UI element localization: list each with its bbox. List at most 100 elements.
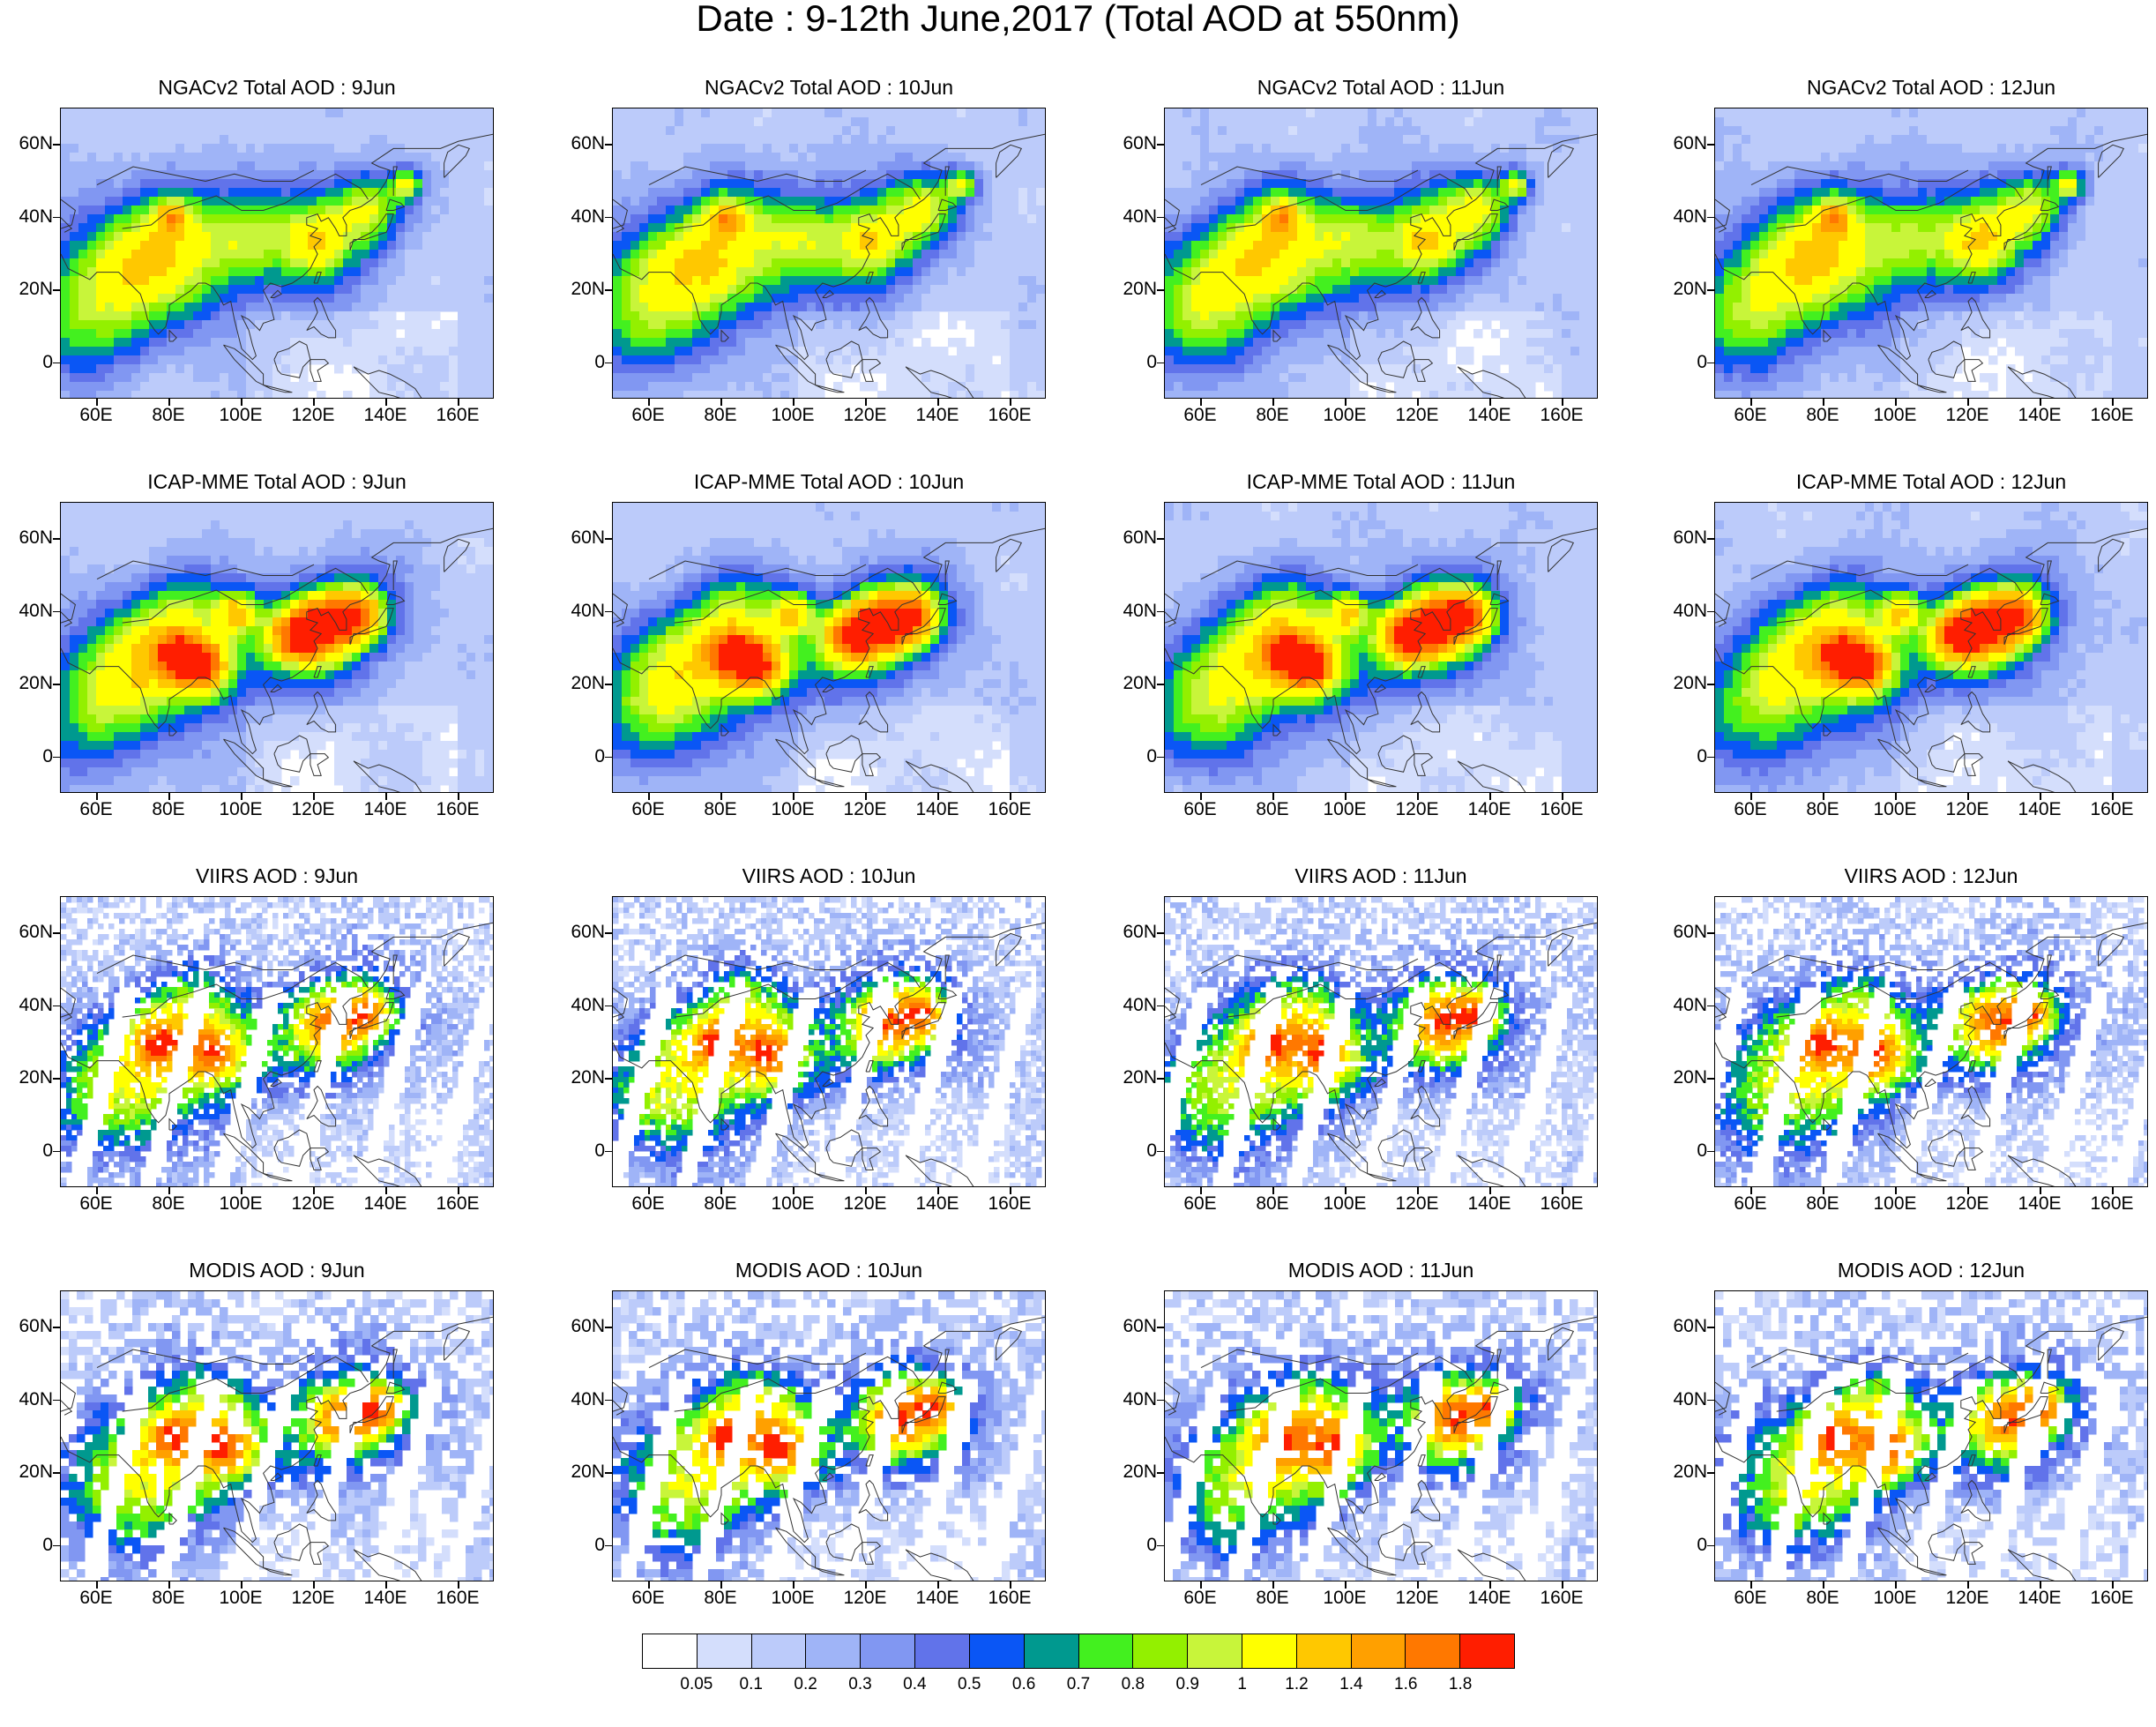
coastline	[168, 723, 177, 736]
lon-tick-label: 80E	[1787, 1194, 1858, 1214]
lon-tick-mark	[458, 399, 459, 406]
map-panel-icap-mme-4: ICAP-MME Total AOD : 12Jun 60N 40N 20N 0 60E 8…	[1654, 470, 2148, 841]
coastline	[270, 1472, 282, 1481]
coastline	[2003, 213, 2048, 251]
coastline	[1928, 1129, 1966, 1167]
lon-tick-mark	[937, 1187, 939, 1194]
map-panel-icap-mme-3: ICAP-MME Total AOD : 11Jun 60N 40N 20N 0 60E 8…	[1104, 470, 1598, 841]
panel-title: VIIRS AOD : 10Jun	[612, 864, 1046, 887]
lon-tick-label: 100E	[757, 1194, 828, 1214]
panel-title: ICAP-MME Total AOD : 9Jun	[60, 470, 494, 493]
coastline	[1417, 272, 1426, 284]
coastline	[1715, 1006, 1727, 1021]
coastline	[313, 272, 322, 284]
lon-tick-label: 160E	[422, 1194, 493, 1214]
lon-tick-mark	[313, 1187, 315, 1194]
lon-tick-label: 120E	[1382, 1589, 1452, 1608]
lon-tick-label: 80E	[1237, 1194, 1308, 1214]
coastline	[815, 1173, 845, 1182]
lon-tick-label: 140E	[1454, 800, 1525, 819]
panel-title: ICAP-MME Total AOD : 12Jun	[1714, 470, 2148, 493]
coastline	[648, 954, 867, 975]
coastline	[822, 289, 834, 298]
lat-tick-mark	[605, 684, 612, 685]
lat-tick-label: 40N	[552, 601, 605, 621]
lon-tick-label: 80E	[1787, 800, 1858, 819]
coastline	[613, 987, 628, 1018]
coastline	[392, 560, 398, 590]
coastline	[2047, 166, 2052, 196]
coastline	[96, 954, 315, 975]
lon-tick-label: 120E	[830, 1194, 900, 1214]
coastline	[1272, 1512, 1281, 1525]
lon-tick-mark	[385, 1581, 387, 1589]
lon-tick-mark	[458, 1581, 459, 1589]
lat-tick-mark	[605, 1544, 612, 1547]
coastline	[1496, 166, 1502, 196]
coastline	[858, 296, 889, 339]
coastline	[444, 932, 471, 967]
coastline	[168, 329, 177, 342]
coastline	[1327, 1133, 1369, 1175]
lon-tick-mark	[1200, 399, 1202, 406]
coastline	[775, 1527, 817, 1569]
lon-tick-label: 80E	[1237, 800, 1308, 819]
coastline	[1776, 961, 2023, 1018]
aod-field-svg	[613, 897, 1045, 1186]
lon-tick-mark	[1823, 399, 1824, 406]
lat-tick-label: 0	[1654, 1140, 1707, 1161]
lon-tick-label: 140E	[902, 406, 973, 425]
coastline	[944, 1349, 950, 1379]
lon-tick-label: 60E	[61, 800, 131, 819]
coastline	[1327, 738, 1369, 781]
lat-tick-label: 60N	[1104, 528, 1157, 548]
coastline	[1414, 753, 1434, 776]
coastline	[1960, 1085, 1991, 1127]
coastline	[1457, 760, 1526, 792]
coastline	[674, 961, 921, 1018]
coastline	[905, 1155, 974, 1186]
coastline	[313, 1060, 322, 1073]
coastline	[858, 691, 889, 733]
lon-tick-label: 140E	[902, 800, 973, 819]
panel-title: VIIRS AOD : 12Jun	[1714, 864, 2148, 887]
lon-tick-mark	[937, 793, 939, 800]
coastline	[648, 560, 867, 580]
colorbar-box-10	[1188, 1634, 1242, 1668]
lat-tick-label: 60N	[552, 528, 605, 548]
coastline	[1272, 723, 1281, 736]
lon-tick-mark	[1967, 1187, 1969, 1194]
lon-tick-label: 160E	[1526, 406, 1597, 425]
coastline	[613, 1006, 625, 1021]
coastline	[1226, 1356, 1473, 1412]
coastline	[1453, 1396, 1498, 1434]
coastline	[901, 213, 946, 251]
lon-tick-label: 80E	[685, 1589, 756, 1608]
coastline	[865, 272, 874, 284]
colorbar-box-6	[969, 1634, 1025, 1668]
lat-tick-mark	[1157, 362, 1164, 364]
lat-tick-mark	[1157, 932, 1164, 934]
coastline	[1964, 753, 1984, 776]
lat-tick-mark	[1157, 289, 1164, 291]
coastline	[310, 1148, 330, 1170]
lon-tick-mark	[865, 1581, 867, 1589]
lon-tick-label: 100E	[205, 406, 276, 425]
coastline	[1226, 567, 1473, 624]
panel-title: ICAP-MME Total AOD : 10Jun	[612, 470, 1046, 493]
aod-field-svg	[1715, 1291, 2147, 1581]
lat-tick-label: 60N	[1654, 528, 1707, 548]
aod-map	[60, 896, 494, 1187]
colorbar-label: 1	[1216, 1676, 1269, 1693]
lon-tick-mark	[1345, 1187, 1347, 1194]
lat-tick-label: 40N	[0, 601, 53, 621]
lat-tick-mark	[1707, 1544, 1714, 1547]
lon-tick-mark	[720, 399, 722, 406]
coastline	[1750, 166, 1969, 186]
lon-tick-label: 140E	[1454, 1589, 1525, 1608]
lon-tick-label: 140E	[2004, 1194, 2075, 1214]
lat-tick-mark	[605, 1399, 612, 1402]
lon-tick-label: 160E	[1526, 1194, 1597, 1214]
lat-tick-label: 20N	[552, 1462, 605, 1482]
lon-tick-label: 140E	[350, 1194, 421, 1214]
